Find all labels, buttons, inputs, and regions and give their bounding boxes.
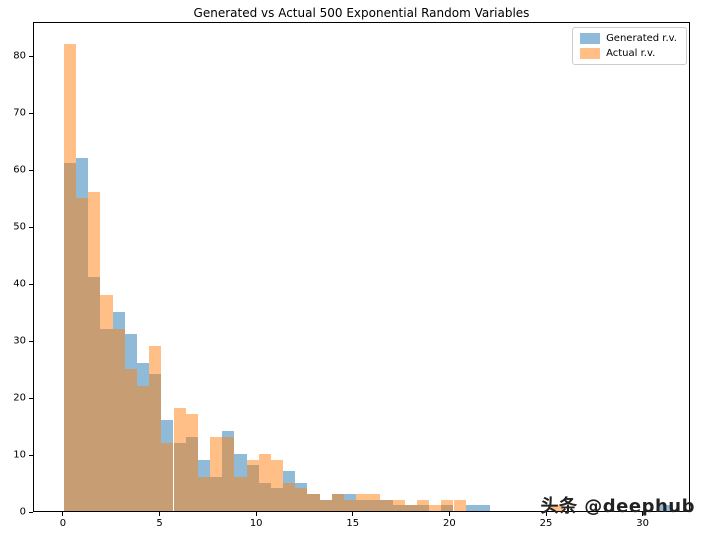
hist-bar xyxy=(149,345,162,511)
y-tick-mark xyxy=(29,169,33,171)
y-tick-mark xyxy=(29,340,33,342)
hist-bar xyxy=(429,505,442,511)
x-tick-mark xyxy=(642,512,644,516)
hist-bar xyxy=(465,505,478,511)
hist-bar xyxy=(307,493,320,511)
x-tick-mark xyxy=(62,512,64,516)
y-tick-label: 50 xyxy=(13,221,26,233)
legend-label-generated: Generated r.v. xyxy=(606,33,677,44)
legend: Generated r.v. Actual r.v. xyxy=(572,27,687,65)
hist-bar xyxy=(246,459,259,511)
hist-bar xyxy=(210,436,223,511)
y-tick-label: 20 xyxy=(13,392,26,404)
hist-bar xyxy=(197,476,211,511)
hist-bar xyxy=(356,493,369,511)
y-tick-label: 30 xyxy=(13,335,26,347)
x-tick-mark xyxy=(448,512,450,516)
x-tick-mark xyxy=(255,512,257,516)
y-tick-mark xyxy=(29,397,33,399)
hist-bar xyxy=(343,499,357,511)
histogram-bars xyxy=(34,23,689,511)
hist-bar xyxy=(660,505,673,511)
y-tick-label: 70 xyxy=(13,107,26,119)
hist-bar xyxy=(76,197,89,511)
x-tick-label: 10 xyxy=(249,518,263,529)
hist-bar xyxy=(161,442,174,511)
hist-bar xyxy=(100,294,113,511)
hist-bar xyxy=(124,368,137,511)
legend-swatch-actual-icon xyxy=(580,48,601,59)
hist-bar xyxy=(63,43,77,511)
legend-swatch-generated-icon xyxy=(580,33,601,44)
y-tick-label: 60 xyxy=(13,164,26,176)
legend-item-generated: Generated r.v. xyxy=(580,33,677,44)
y-tick-label: 40 xyxy=(13,278,26,290)
y-tick-mark xyxy=(29,454,33,456)
hist-bar xyxy=(453,499,466,511)
hist-bar xyxy=(112,328,125,511)
x-tick-label: 15 xyxy=(346,518,360,529)
hist-bar xyxy=(270,459,284,511)
legend-item-actual: Actual r.v. xyxy=(580,48,677,59)
hist-bar xyxy=(136,385,150,511)
hist-bar xyxy=(441,499,454,511)
hist-bar xyxy=(392,499,405,511)
x-tick-label: 25 xyxy=(539,518,553,529)
hist-bar xyxy=(234,476,247,511)
x-tick-label: 30 xyxy=(636,518,650,529)
y-tick-label: 10 xyxy=(13,449,26,461)
hist-bar xyxy=(331,493,344,511)
x-tick-label: 0 xyxy=(59,518,67,529)
hist-bar xyxy=(550,505,564,511)
hist-bar xyxy=(416,499,430,511)
hist-bar xyxy=(295,488,308,511)
y-tick-mark xyxy=(29,112,33,114)
hist-bar xyxy=(173,408,186,511)
hist-bar xyxy=(319,499,332,511)
hist-bar xyxy=(88,191,101,511)
y-tick-mark xyxy=(29,55,33,57)
x-tick-mark xyxy=(159,512,161,516)
x-tick-mark xyxy=(352,512,354,516)
y-tick-mark xyxy=(29,511,33,513)
x-tick-mark xyxy=(545,512,547,516)
x-tick-label: 20 xyxy=(443,518,456,529)
y-tick-mark xyxy=(29,226,33,228)
hist-bar xyxy=(283,482,296,511)
hist-bar xyxy=(404,505,417,511)
x-tick-label: 5 xyxy=(156,518,163,529)
y-tick-label: 0 xyxy=(19,506,26,518)
chart-title: Generated vs Actual 500 Exponential Rand… xyxy=(193,6,530,20)
hist-bar xyxy=(185,414,198,511)
plot-area xyxy=(33,22,690,512)
hist-bar xyxy=(477,505,491,511)
y-tick-mark xyxy=(29,283,33,285)
hist-bar xyxy=(380,499,393,511)
legend-label-actual: Actual r.v. xyxy=(606,48,656,59)
y-tick-label: 80 xyxy=(13,50,26,62)
hist-bar xyxy=(368,493,381,511)
hist-bar xyxy=(258,454,271,511)
hist-bar xyxy=(222,436,235,511)
watermark: 头条 @deephub xyxy=(540,496,695,517)
